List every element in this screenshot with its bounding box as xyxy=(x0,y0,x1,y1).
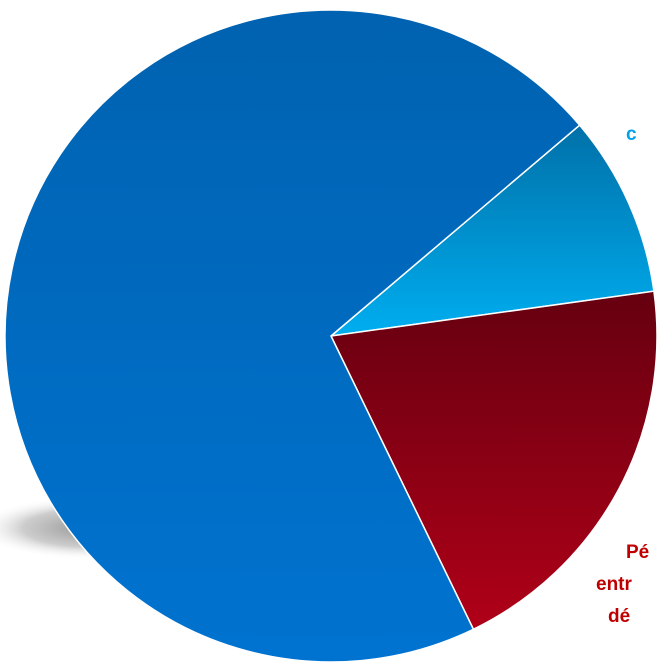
pie-slice-0 xyxy=(4,9,581,663)
pie-slices xyxy=(4,9,658,663)
pie-slice-2 xyxy=(329,290,658,631)
slice-2-label-line-2: dé xyxy=(608,606,630,627)
slice-2-label-line-1: entr xyxy=(596,574,633,595)
pie-labels: c Pé entr dé xyxy=(596,124,649,627)
slice-1-label-line-0: c xyxy=(626,124,637,145)
slice-2-label-line-0: Pé xyxy=(626,542,649,563)
pie-slice-1 xyxy=(328,124,655,338)
